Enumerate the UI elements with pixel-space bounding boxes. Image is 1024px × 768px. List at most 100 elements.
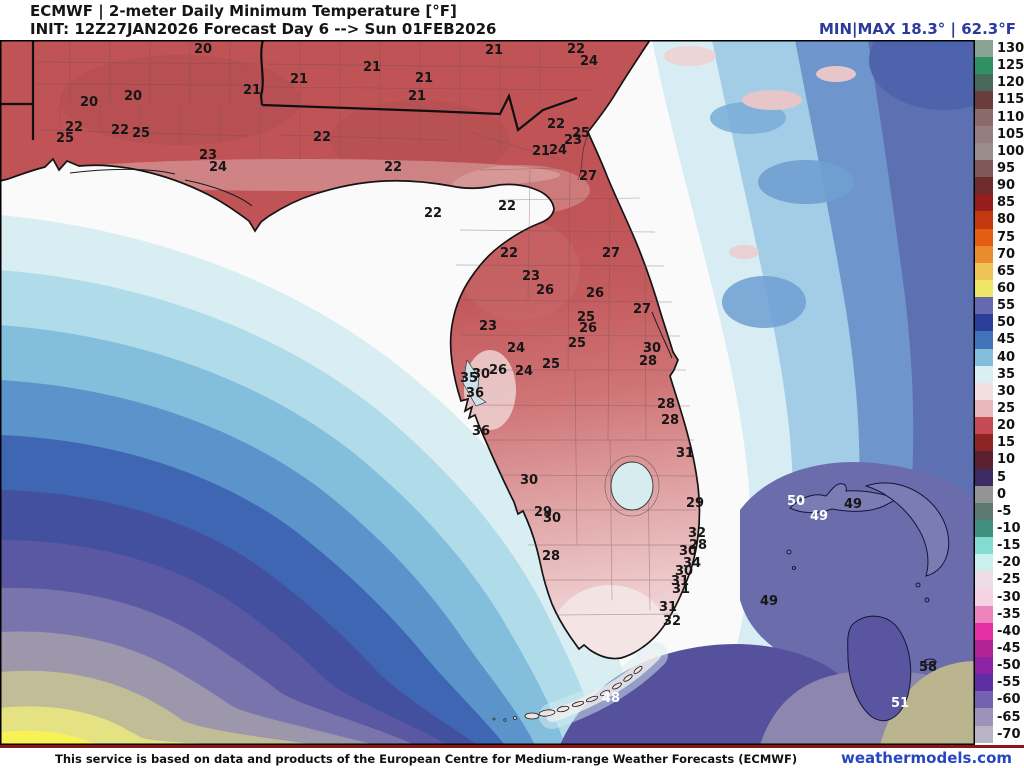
colorbar-swatch [975,159,993,178]
temp-value-label: 21 [532,144,550,159]
temp-value-label: 23 [522,269,540,284]
temp-value-label: 27 [579,169,597,184]
temp-value-label: 24 [515,364,533,379]
colorbar-row: 45 [975,331,1024,349]
colorbar-row: 85 [975,194,1024,212]
colorbar-row: -10 [975,519,1024,538]
colorbar-value: 15 [997,435,1016,451]
colorbar-row: 10 [975,451,1024,469]
colorbar-value: 115 [997,92,1024,108]
temp-value-label: 30 [679,544,697,559]
temp-value-label: 25 [56,131,74,146]
county-boundaries [35,42,698,616]
colorbar-value: 80 [997,212,1016,228]
temp-value-label: 25 [568,336,586,351]
colorbar-row: 125 [975,57,1024,75]
temp-value-label: 58 [919,660,937,675]
temp-value-label: 20 [194,42,212,57]
temp-value-label: 20 [80,95,98,110]
temp-value-label: 27 [633,302,651,317]
temp-value-label: 24 [209,160,227,175]
temp-value-label: 24 [549,143,567,158]
florida-keys [492,666,643,722]
colorbar-row: 50 [975,314,1024,332]
colorbar-swatch [975,348,993,366]
colorbar-row: 105 [975,125,1024,143]
state-borders [0,39,578,140]
colorbar-value: 5 [997,469,1007,485]
temp-value-label: 36 [466,386,484,401]
colorbar-row: 120 [975,74,1024,92]
temp-value-label: 26 [586,286,604,301]
abaco-island [864,482,950,577]
colorbar-row: -50 [975,657,1024,675]
colorbar-swatch [975,365,993,383]
colorbar-value: 50 [997,315,1016,331]
colorbar-value: 100 [997,143,1024,159]
colorbar-swatch [975,691,993,709]
colorbar-row: -5 [975,502,1024,520]
temp-value-label: 48 [602,691,620,706]
colorbar-value: -40 [997,623,1021,639]
temp-value-label: 30 [675,564,693,579]
colorbar-row: -20 [975,554,1024,572]
colorbar-row: -45 [975,639,1024,658]
colorbar-row: 75 [975,228,1024,246]
colorbar-value: 40 [997,349,1016,365]
colorbar-swatch [975,91,993,109]
colorbar-swatch [975,142,993,160]
colorbar-value: 120 [997,75,1024,91]
temp-value-label: 26 [489,363,507,378]
lake-okeechobee-ring [604,455,660,517]
temp-value-label: 26 [579,321,597,336]
colorbar-row: -30 [975,588,1024,606]
temp-value-label: 31 [659,600,677,615]
temp-value-label: 30 [643,341,661,356]
temp-value-label: 27 [602,246,620,261]
temp-value-label: 29 [686,496,704,511]
colorbar-value: -15 [997,538,1021,554]
colorbar-value: 90 [997,178,1016,194]
barrier-islands [69,135,673,359]
lake-okeechobee [610,461,654,511]
temp-value-label: 30 [543,511,561,526]
map-frame [0,40,975,745]
temp-value-label: 28 [661,413,679,428]
colorbar-row: 110 [975,108,1024,126]
temp-value-label: 28 [689,538,707,553]
colorbar-swatch [975,399,993,418]
colorbar-swatch [975,451,993,469]
colorbar-swatch [975,245,993,263]
colorbar-swatch [975,605,993,623]
temp-value-label: 22 [111,123,129,138]
colorbar-value: -70 [997,726,1021,742]
colorbar-value: 30 [997,383,1016,399]
temp-value-label: 51 [891,696,909,711]
colorbar-row: 30 [975,382,1024,400]
colorbar-row: 20 [975,417,1024,435]
colorbar-value: -20 [997,555,1021,571]
temp-value-label: 24 [507,341,525,356]
temp-value-label: 22 [384,160,402,175]
brand-link[interactable]: weathermodels.com [840,749,1012,767]
colorbar-value: 70 [997,246,1016,262]
temp-value-label: 50 [787,494,805,509]
temp-value-label: 26 [536,283,554,298]
colorbar-swatch [975,485,993,503]
attribution-text: This service is based on data and produc… [55,752,798,766]
colorbar-value: -35 [997,606,1021,622]
temp-value-label: 22 [547,117,565,132]
colorbar-row: -40 [975,622,1024,640]
temp-value-label: 21 [363,60,381,75]
temp-value-label: 34 [683,556,701,571]
colorbar-value: -30 [997,589,1021,605]
colorbar-value: 75 [997,229,1016,245]
bahamas-islands [786,482,950,722]
colorbar-swatch [975,228,993,246]
header: ECMWF | 2-meter Daily Minimum Temperatur… [0,0,1024,40]
colorbar-swatch [975,708,993,726]
temp-value-label: 21 [243,83,261,98]
colorbar-row: -70 [975,725,1024,743]
